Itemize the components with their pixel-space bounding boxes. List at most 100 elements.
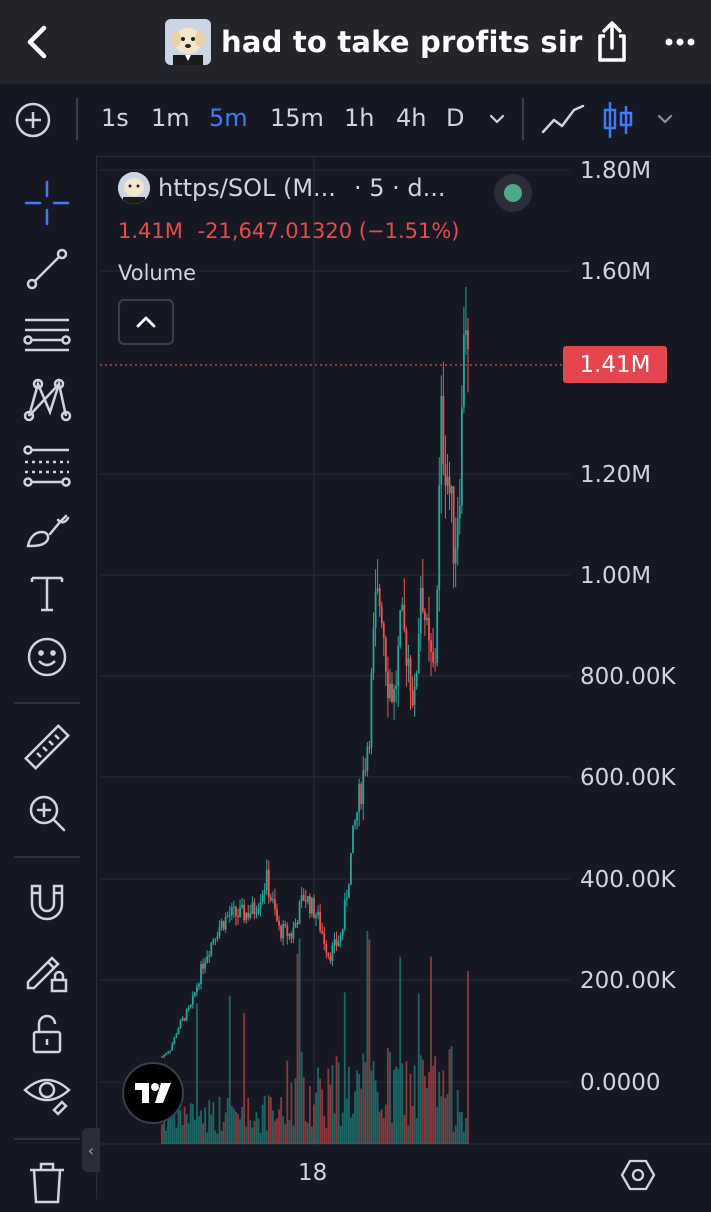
volume-bar xyxy=(411,1106,414,1144)
symbol-legend[interactable]: https/SOL (M... · 5 · d... xyxy=(118,172,445,204)
candle-body xyxy=(430,640,432,653)
volume-bar xyxy=(323,1115,326,1144)
volume-bar xyxy=(302,1077,305,1144)
candle-body xyxy=(265,869,268,891)
fib-icon[interactable] xyxy=(20,438,74,492)
last-price: 1.41M xyxy=(118,219,183,243)
interval-1h[interactable]: 1h xyxy=(344,104,375,132)
volume-bar xyxy=(235,1111,237,1144)
add-indicator-icon[interactable] xyxy=(14,101,52,139)
chart-toolbar: 1s 1m 5m 15m 1h 4h D xyxy=(0,84,711,157)
volume-bar xyxy=(360,1088,363,1144)
candle-body xyxy=(397,646,400,687)
page-title: had to take profits sir xyxy=(221,25,583,59)
volume-bar xyxy=(331,1065,334,1144)
brush-icon[interactable] xyxy=(20,502,74,556)
unlock-icon[interactable] xyxy=(20,1008,74,1062)
volume-bar xyxy=(378,1111,381,1144)
candle-body xyxy=(317,911,319,916)
volume-bar xyxy=(241,1106,243,1144)
candle-body xyxy=(282,924,285,939)
chart-area[interactable]: 1.80M 1.60M 1.20M 1.00M 800.00K 600.00K 400.00… xyxy=(100,157,711,1199)
tradingview-logo[interactable] xyxy=(122,1062,184,1124)
candle-body xyxy=(378,588,381,607)
volume-bar xyxy=(267,1095,270,1144)
volume-bar xyxy=(407,1125,410,1144)
interval-1s[interactable]: 1s xyxy=(101,104,129,132)
chevron-down-icon[interactable] xyxy=(654,110,676,128)
trash-icon[interactable] xyxy=(20,1154,74,1208)
collapse-legend-button[interactable] xyxy=(118,299,174,345)
text-icon[interactable] xyxy=(20,566,74,620)
volume-bar xyxy=(204,1107,207,1144)
volume-bar xyxy=(253,1120,256,1144)
volume-bar xyxy=(189,1103,192,1144)
lock-drawing-icon[interactable] xyxy=(20,942,74,996)
candle-body xyxy=(191,995,194,1005)
candle-body xyxy=(454,548,457,564)
volume-bar xyxy=(409,1073,412,1144)
market-status[interactable] xyxy=(494,174,532,212)
volume-bar xyxy=(263,1096,266,1144)
candle-body xyxy=(216,935,219,939)
magnet-icon[interactable] xyxy=(20,876,74,930)
candle-body xyxy=(245,912,248,920)
emoji-icon[interactable] xyxy=(20,630,74,684)
volume-bar xyxy=(352,1113,354,1144)
price-tick-label: 0.0000 xyxy=(580,1070,660,1096)
candle-body xyxy=(426,617,428,620)
candle-body xyxy=(306,896,309,902)
volume-bar xyxy=(313,1104,315,1144)
volume-bar xyxy=(387,1048,389,1144)
eye-icon[interactable] xyxy=(20,1066,74,1120)
price-chart[interactable]: 1.80M 1.60M 1.20M 1.00M 800.00K 600.00K 400.00… xyxy=(100,157,711,1199)
volume-bar xyxy=(327,1068,330,1144)
ruler-icon[interactable] xyxy=(20,720,74,774)
candle-body xyxy=(226,915,229,917)
candle-body xyxy=(286,925,289,937)
interval-4h[interactable]: 4h xyxy=(396,104,427,132)
candle-body xyxy=(444,464,447,486)
chevron-down-icon[interactable] xyxy=(486,110,508,128)
horizontal-lines-icon[interactable] xyxy=(20,308,74,362)
price-tick-label: 1.20M xyxy=(580,462,651,488)
candle-body xyxy=(401,604,404,611)
candles-icon[interactable] xyxy=(600,98,636,142)
volume-bar xyxy=(290,1082,293,1144)
candle-body xyxy=(465,330,467,335)
more-icon[interactable] xyxy=(660,28,700,56)
pattern-icon[interactable] xyxy=(20,372,74,426)
volume-bar xyxy=(438,1071,441,1144)
zoom-icon[interactable] xyxy=(20,786,74,840)
volume-bar xyxy=(249,1120,252,1144)
candle-body xyxy=(251,902,254,914)
candle-body xyxy=(446,476,449,486)
candle-body xyxy=(456,517,459,549)
candle-body xyxy=(405,629,408,666)
interval-5m[interactable]: 5m xyxy=(209,104,248,132)
tool-divider xyxy=(14,702,80,704)
candle-body xyxy=(327,952,330,957)
candle-body xyxy=(296,922,299,925)
trend-line-icon[interactable] xyxy=(20,242,74,296)
collapse-toolbar-button[interactable]: ‹ xyxy=(82,1128,100,1172)
crosshair-icon[interactable] xyxy=(20,176,74,230)
candle-body xyxy=(354,820,356,826)
candle-body xyxy=(249,913,252,918)
interval-1m[interactable]: 1m xyxy=(151,104,190,132)
candle-body xyxy=(228,914,231,916)
share-icon[interactable] xyxy=(592,20,632,64)
candle-body xyxy=(462,334,465,408)
interval-15m[interactable]: 15m xyxy=(270,104,324,132)
candle-body xyxy=(339,935,342,943)
volume-bar xyxy=(405,1061,408,1144)
interval-d[interactable]: D xyxy=(446,104,465,132)
volume-bar xyxy=(358,1074,361,1144)
volume-bar xyxy=(181,1125,184,1144)
volume-bar xyxy=(446,1093,449,1144)
settings-icon[interactable] xyxy=(620,1157,656,1193)
candle-body xyxy=(421,587,424,612)
chevron-left-icon[interactable] xyxy=(18,22,58,62)
candle-body xyxy=(467,330,469,349)
line-chart-icon[interactable] xyxy=(540,102,586,138)
